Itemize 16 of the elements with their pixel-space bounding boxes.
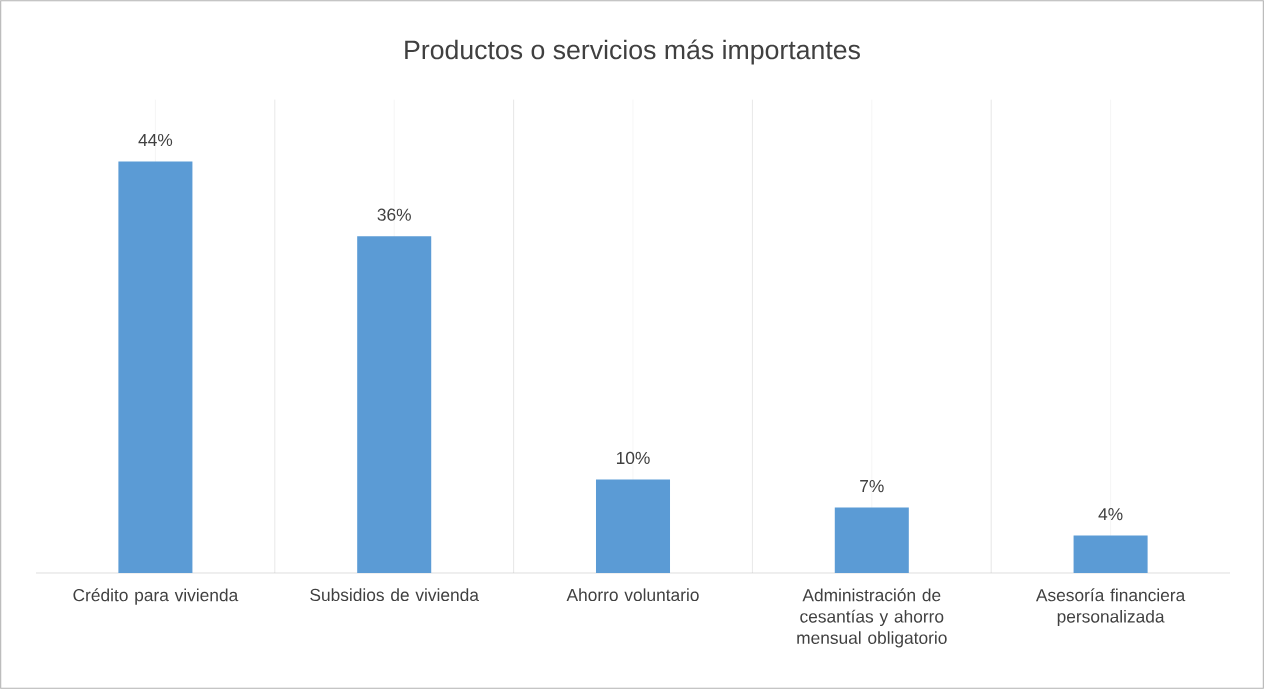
x-tick-label: Ahorro voluntario — [566, 588, 699, 602]
data-label: 7% — [860, 480, 884, 493]
bar — [1073, 535, 1148, 573]
x-tick-label: Asesoría financiera personalizada — [1035, 588, 1186, 627]
x-tick-label: Crédito para vivienda — [73, 588, 239, 605]
data-label: 10% — [616, 451, 650, 465]
data-label: 36% — [377, 208, 411, 221]
bar — [595, 479, 671, 573]
data-label: 4% — [1098, 508, 1123, 521]
bar — [118, 161, 193, 573]
x-tick-label: Administración de cesantías y ahorro mensual obligatorio — [797, 588, 947, 648]
bar — [834, 507, 909, 573]
chart-title: Productos o servicios más importantes — [405, 39, 860, 65]
x-tick-label: Subsidios de vivienda — [310, 588, 479, 602]
data-label: 44% — [138, 133, 173, 147]
bar — [357, 236, 432, 573]
